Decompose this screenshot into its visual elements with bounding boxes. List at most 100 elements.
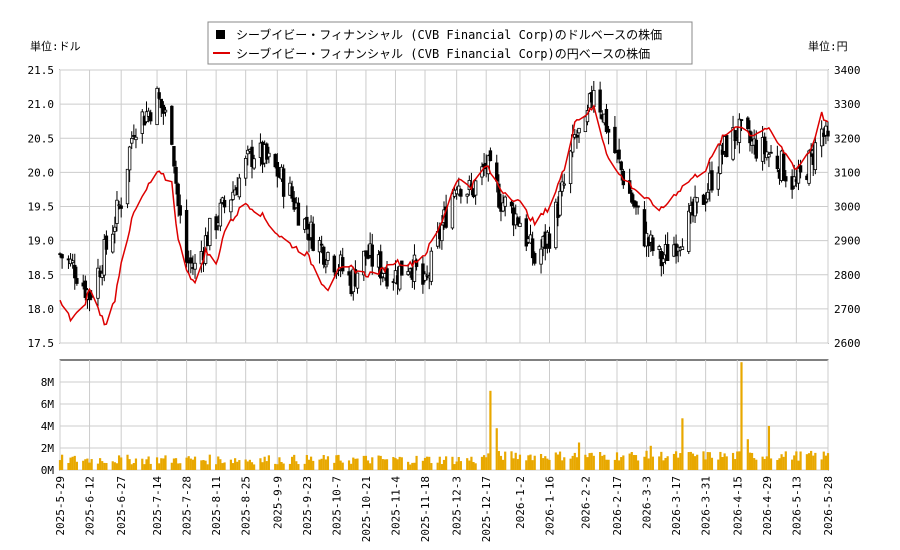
volume-bar [693, 456, 697, 470]
volume-bar [356, 458, 359, 470]
candle-body [739, 119, 744, 121]
volume-bar [765, 456, 768, 470]
volume-bar [603, 454, 606, 470]
candle-body [459, 189, 463, 197]
volume-bar [664, 457, 667, 470]
volume-bar [244, 459, 247, 470]
volume-bar [297, 464, 300, 470]
candle-body [568, 150, 573, 185]
volume-bar [246, 461, 249, 470]
x-tick-label: 2025-11-4 [389, 476, 402, 536]
volume-bar [533, 455, 536, 470]
volume-bar [398, 456, 401, 470]
x-tick-label: 2025-5-29 [54, 476, 67, 536]
candle-body [687, 210, 691, 252]
volume-tick-label: 2M [41, 442, 55, 455]
x-tick-label: 2025-10-21 [360, 476, 373, 542]
volume-bar [234, 458, 237, 470]
x-tick-label: 2026-3-31 [700, 476, 713, 536]
volume-bar [586, 457, 589, 470]
volume-bar [426, 456, 429, 470]
volume-bar [322, 454, 325, 470]
candle-body [706, 191, 710, 200]
candle-body [229, 199, 233, 213]
legend-box [207, 21, 693, 65]
candle-body [651, 237, 655, 252]
candle-body [444, 206, 448, 228]
volume-bar [90, 459, 93, 470]
left-tick-label: 20.0 [28, 166, 55, 179]
volume-bar [826, 453, 830, 470]
volume-bar [189, 458, 192, 470]
volume-bar [71, 456, 74, 470]
volume-bar [717, 459, 720, 470]
candle-body [170, 105, 174, 145]
volume-bar [428, 456, 431, 470]
volume-bar [501, 459, 505, 470]
candle-body [680, 246, 685, 250]
legend-jpy-label: シーブイビー・フィナンシャル (CVB Financial Corp)の円ベース… [236, 46, 650, 61]
volume-bar [592, 455, 595, 470]
volume-bar [409, 464, 412, 470]
volume-bar [407, 461, 410, 470]
volume-bar [599, 451, 602, 470]
volume-bar [305, 455, 308, 470]
candle-body [208, 217, 212, 246]
volume-bar [472, 461, 475, 470]
volume-bar [748, 452, 752, 470]
volume-bar [147, 456, 150, 470]
candle-body [781, 153, 786, 181]
candle-body [769, 151, 773, 154]
candle-body [583, 116, 588, 133]
right-unit-label: 単位:円 [808, 39, 848, 53]
volume-bar [795, 451, 798, 470]
x-tick-label: 2026-2-2 [579, 476, 592, 529]
candle-body [218, 202, 223, 227]
volume-bar [812, 455, 815, 470]
volume-bar [149, 463, 152, 470]
volume-bar [312, 460, 315, 470]
volume-bars [58, 362, 830, 470]
legend-usd-marker [216, 30, 225, 39]
volume-bar [613, 459, 617, 470]
candle-body [501, 202, 505, 212]
volume-bar [662, 460, 665, 470]
candle-body [362, 250, 366, 276]
volume-bar [691, 453, 695, 470]
volume-bar [660, 451, 663, 470]
volume-bar [442, 459, 446, 470]
volume-bar [797, 460, 800, 470]
candle-body [132, 135, 136, 137]
candle-body [767, 153, 771, 158]
volume-bar [162, 458, 165, 470]
volume-bar [280, 461, 283, 470]
candle-body [731, 127, 735, 160]
candle-body [385, 268, 389, 287]
left-tick-label: 21.5 [28, 64, 55, 77]
volume-bar [383, 459, 387, 470]
candle-body [290, 186, 294, 199]
volume-bar [605, 459, 608, 470]
volume-bar [769, 458, 773, 470]
volume-bar [58, 460, 62, 470]
volume-bar [113, 462, 116, 470]
volume-bar [215, 464, 218, 470]
legend-usd-label: シーブイビー・フィナンシャル (CVB Financial Corp)のドルベー… [236, 27, 662, 42]
left-tick-label: 18.0 [28, 303, 55, 316]
volume-bar [337, 454, 340, 470]
right-tick-label: 2800 [834, 269, 861, 282]
candle-body [592, 90, 596, 108]
candle-body [530, 238, 535, 259]
volume-bar [219, 459, 222, 470]
volume-bar [276, 464, 279, 470]
candle-body [370, 244, 374, 267]
volume-bar [132, 463, 135, 470]
left-tick-label: 21.0 [28, 98, 55, 111]
volume-bar [200, 460, 203, 470]
volume-bar [725, 456, 728, 470]
candle-body [319, 243, 324, 246]
volume-bar [250, 462, 254, 470]
candle-body [560, 181, 564, 192]
x-tick-label: 2025-10-7 [330, 476, 343, 536]
volume-bar [101, 461, 104, 470]
